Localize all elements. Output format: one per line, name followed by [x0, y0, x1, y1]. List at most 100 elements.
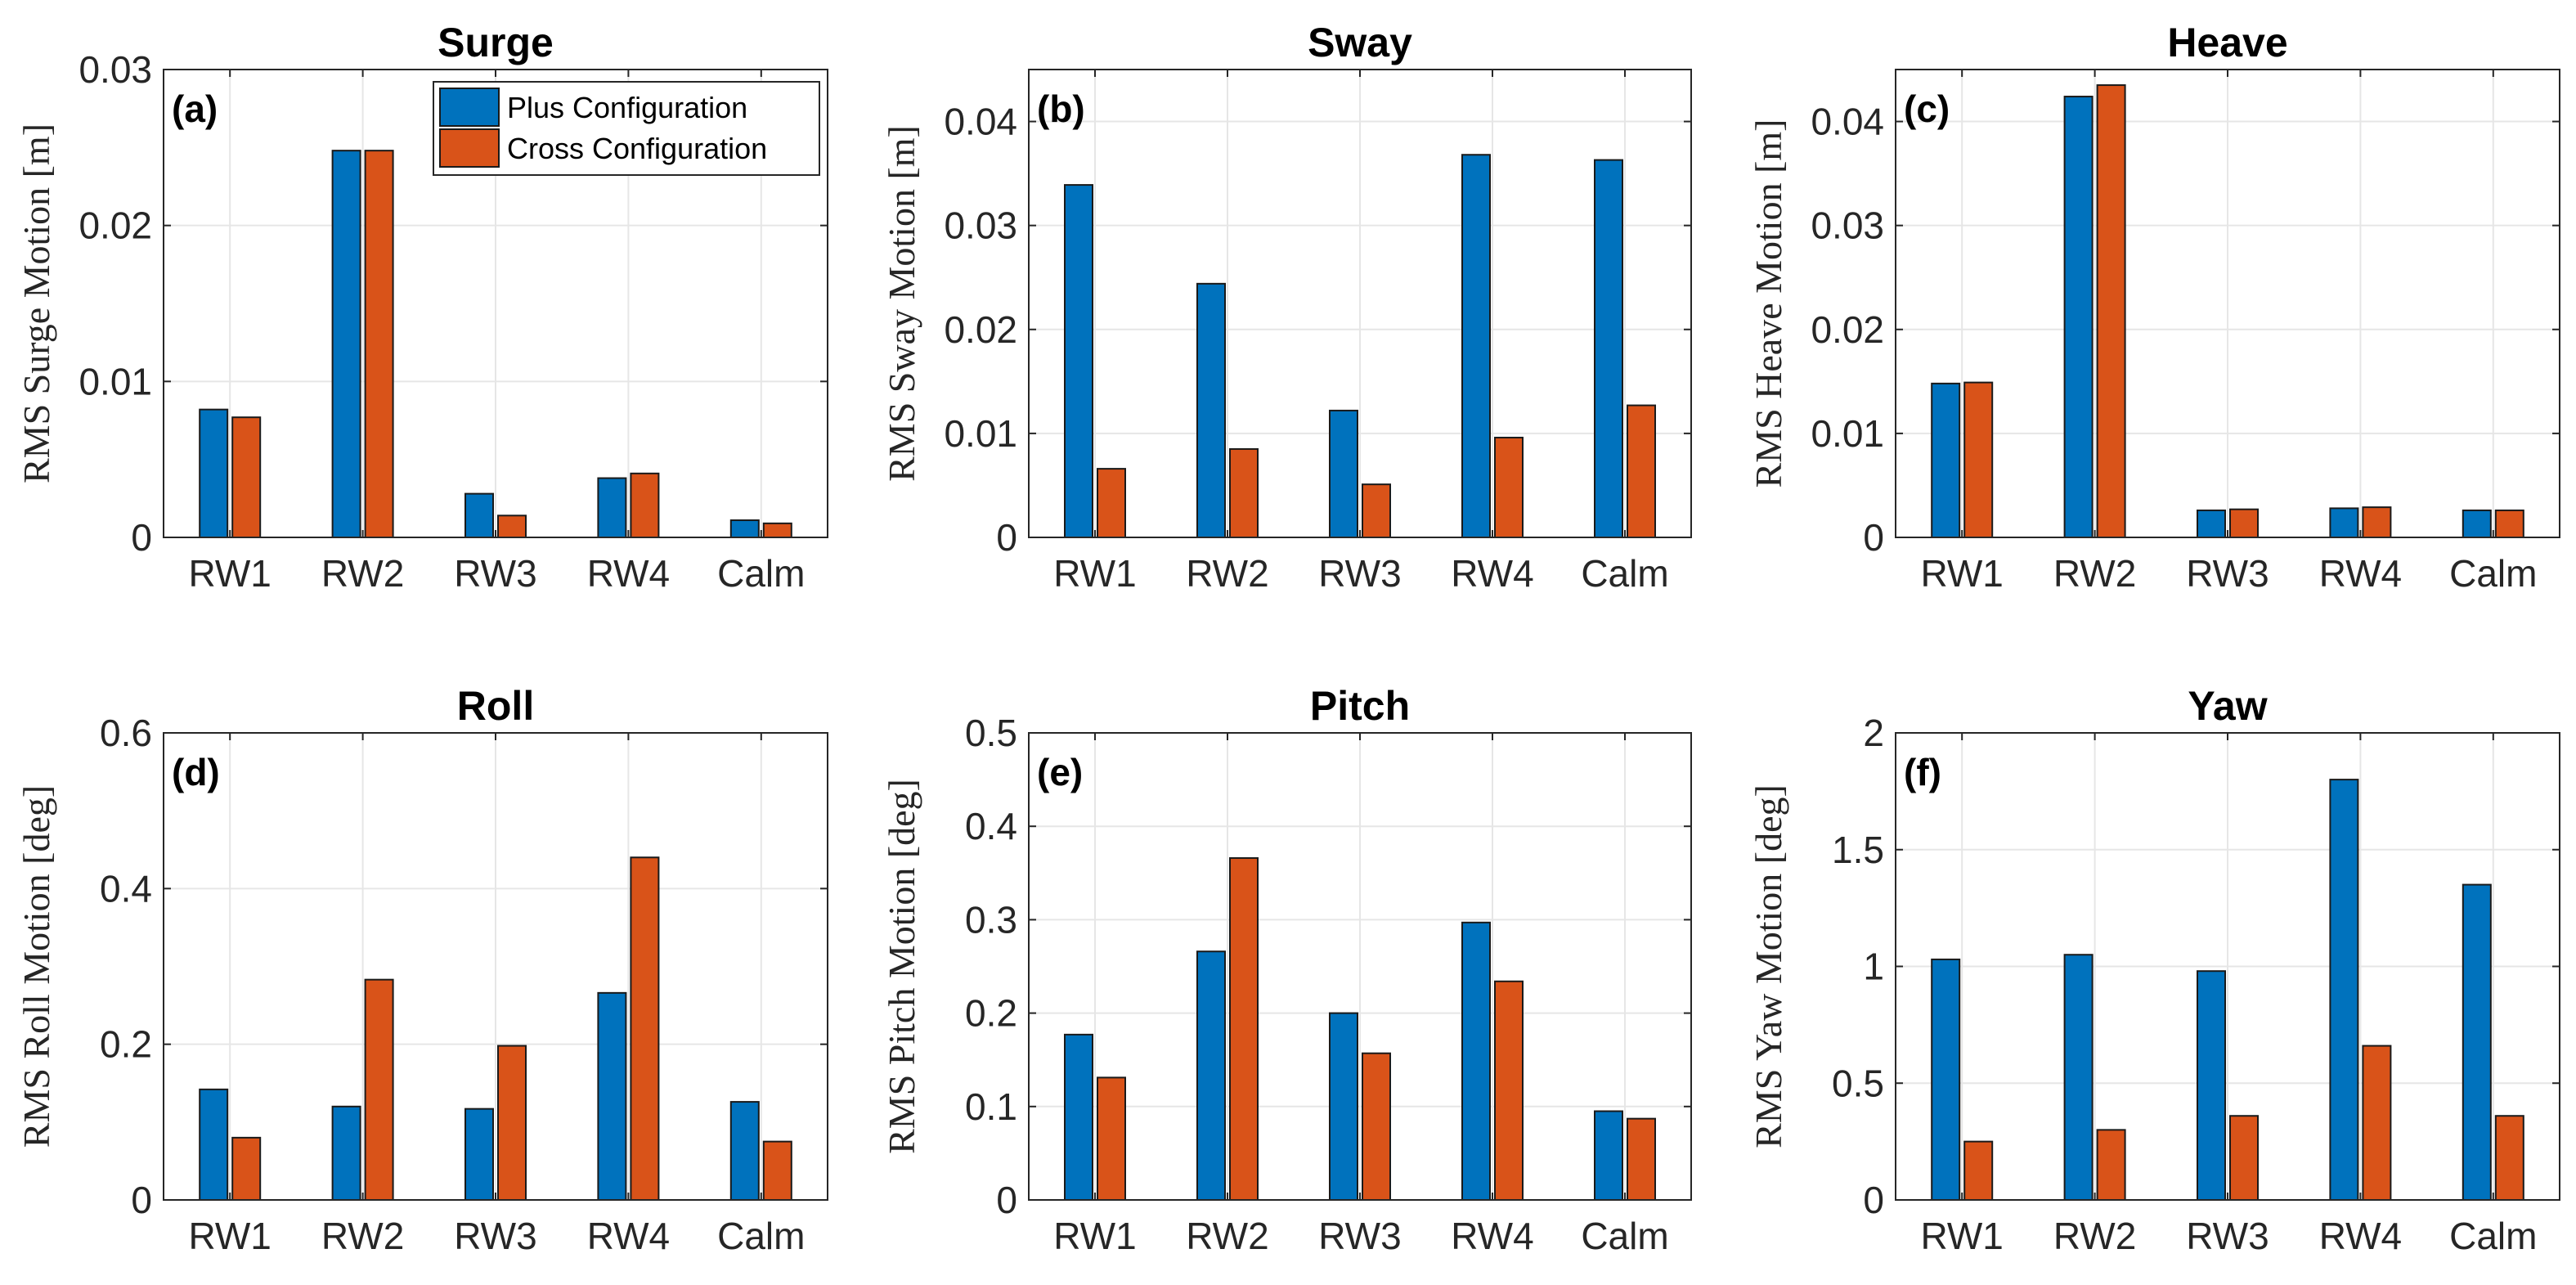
- x-tick-label: RW1: [189, 552, 272, 595]
- bar-plus-rw2: [331, 150, 361, 538]
- legend: Plus Configuration Cross Configuration: [433, 81, 820, 176]
- chart-title: Heave: [2167, 20, 2287, 65]
- y-tick-label: 0: [996, 1179, 1017, 1221]
- bar-plus-rw2: [2063, 954, 2094, 1201]
- x-tick-label: RW1: [1921, 1215, 2004, 1257]
- y-tick-label: 0.02: [1811, 308, 1884, 351]
- bar-cross-calm: [762, 522, 792, 539]
- x-tick-label: RW3: [454, 1215, 536, 1257]
- y-tick-label: 0.02: [79, 204, 152, 247]
- x-tick-label: Calm: [717, 552, 805, 595]
- x-tick-label: Calm: [1581, 552, 1668, 595]
- bar-plus-rw4: [2329, 507, 2359, 538]
- bar-plus-rw3: [464, 1108, 494, 1202]
- x-tick-label: RW2: [1186, 1215, 1268, 1257]
- chart-panel-surge: 0 0.01 0.02 0.03 RW1 RW2 RW3 RW4 Calm Surge RMS Su…: [16, 20, 828, 595]
- x-tick-label: RW4: [1451, 552, 1533, 595]
- bar-plus-rw1: [1064, 184, 1093, 539]
- chart-title: Surge: [438, 20, 554, 65]
- y-tick-label: 0.04: [1811, 101, 1884, 143]
- bar-cross-rw2: [2096, 1129, 2126, 1201]
- chart-title: Roll: [457, 683, 534, 729]
- x-tick-label: RW3: [1318, 1215, 1401, 1257]
- bar-plus-calm: [2462, 509, 2492, 538]
- y-tick-label: 1.5: [1832, 829, 1884, 871]
- x-tick-label: Calm: [717, 1215, 805, 1257]
- y-tick-label: 0: [131, 1179, 152, 1221]
- chart-title: Yaw: [2188, 683, 2267, 729]
- chart-panel-pitch: 0 0.1 0.2 0.3 0.4 0.5 RW1 RW2 RW3 RW4 Calm Pitch RMS…: [881, 683, 1692, 1257]
- y-tick-label: 1: [1863, 946, 1884, 988]
- chart-panel-yaw: 0 0.5 1 1.5 2 RW1 RW2 RW3 RW4 Calm Yaw RMS Yaw Moti…: [1748, 683, 2560, 1257]
- x-tick-label: RW1: [1053, 552, 1136, 595]
- bar-cross-rw4: [1494, 980, 1524, 1201]
- bar-cross-rw4: [630, 472, 660, 538]
- bar-plus-calm: [729, 1101, 760, 1201]
- bar-cross-rw2: [364, 150, 394, 538]
- bar-plus-rw3: [2197, 509, 2226, 538]
- bar-cross-rw1: [1097, 468, 1126, 539]
- x-tick-label: RW4: [587, 1215, 670, 1257]
- x-tick-label: RW1: [1053, 1215, 1136, 1257]
- y-tick-label: 0.01: [79, 360, 152, 402]
- x-tick-label: RW3: [454, 552, 536, 595]
- bar-cross-rw1: [1963, 381, 1994, 538]
- bar-cross-calm: [2494, 1115, 2524, 1201]
- y-tick-label: 0.4: [965, 805, 1017, 847]
- bar-plus-rw3: [1329, 409, 1358, 538]
- x-tick-label: Calm: [2449, 1215, 2537, 1257]
- x-tick-label: RW2: [1186, 552, 1268, 595]
- panel-label: (d): [172, 751, 220, 793]
- bar-plus-calm: [1594, 1110, 1623, 1202]
- y-axis-label: RMS Heave Motion [m]: [1748, 119, 1789, 487]
- bar-plus-rw2: [1196, 282, 1226, 538]
- x-tick-label: Calm: [1581, 1215, 1668, 1257]
- y-tick-label: 0.01: [1811, 412, 1884, 455]
- x-tick-label: RW2: [2053, 552, 2136, 595]
- bar-cross-rw2: [2096, 84, 2126, 539]
- bar-plus-calm: [2462, 883, 2492, 1201]
- y-tick-label: 0.3: [965, 898, 1017, 941]
- bar-cross-rw1: [1963, 1140, 1994, 1201]
- y-axis-label: RMS Sway Motion [m]: [881, 125, 922, 482]
- bar-plus-rw2: [1196, 950, 1226, 1202]
- bar-plus-rw3: [1329, 1012, 1358, 1201]
- y-tick-label: 0.01: [944, 412, 1017, 455]
- bar-plus-rw2: [2063, 96, 2094, 538]
- bar-plus-calm: [1594, 159, 1623, 538]
- bar-cross-calm: [2494, 509, 2524, 538]
- y-tick-label: 0.03: [1811, 204, 1884, 247]
- x-tick-label: RW2: [321, 1215, 404, 1257]
- bar-plus-rw1: [1931, 958, 1961, 1202]
- legend-label-cross: Cross Configuration: [507, 132, 767, 165]
- bar-cross-calm: [1627, 404, 1656, 538]
- chart-title: Pitch: [1310, 683, 1410, 729]
- chart-panel-heave: 0 0.01 0.02 0.03 0.04 RW1 RW2 RW3 RW4 Calm Heave RM…: [1748, 20, 2560, 595]
- y-tick-label: 0.02: [944, 308, 1017, 351]
- panel-label: (f): [1904, 751, 1941, 793]
- bar-plus-rw1: [1931, 382, 1961, 538]
- x-tick-label: RW3: [1318, 552, 1401, 595]
- bar-plus-rw2: [331, 1105, 361, 1202]
- y-tick-label: 0.6: [100, 712, 152, 754]
- bar-plus-rw1: [199, 1088, 229, 1201]
- y-tick-label: 0.1: [965, 1085, 1017, 1128]
- bar-cross-rw1: [231, 1136, 262, 1202]
- x-tick-label: RW4: [1451, 1215, 1533, 1257]
- bar-plus-rw4: [2329, 779, 2359, 1201]
- bar-plus-rw1: [199, 408, 229, 538]
- bar-cross-rw3: [1362, 483, 1391, 539]
- y-tick-label: 0: [131, 516, 152, 559]
- x-tick-label: RW4: [2319, 552, 2402, 595]
- x-tick-label: RW2: [321, 552, 404, 595]
- y-axis-label: RMS Yaw Motion [deg]: [1748, 784, 1789, 1148]
- bar-cross-calm: [762, 1140, 792, 1201]
- bar-cross-rw4: [2362, 1045, 2392, 1201]
- panel-label: (b): [1037, 88, 1085, 130]
- legend-swatch-plus: [439, 88, 500, 127]
- panel-label: (a): [172, 88, 218, 130]
- x-tick-label: RW4: [2319, 1215, 2402, 1257]
- bar-cross-rw4: [2362, 506, 2392, 538]
- bar-plus-rw3: [464, 492, 494, 539]
